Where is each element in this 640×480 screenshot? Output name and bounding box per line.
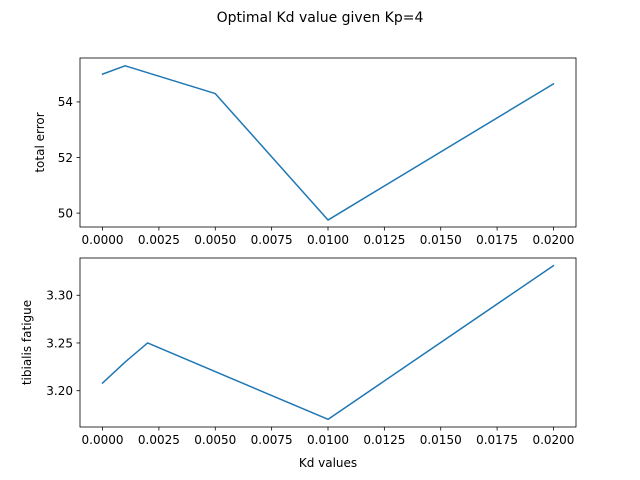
x-tick-label: 0.0025 [138,233,180,247]
subplots: 0.0000 0.0025 0.0050 0.0075 0.0100 0.0125 0.01… [20,57,577,470]
y-tick-label: 3.20 [46,384,73,398]
y-tick-label: 50 [58,206,73,220]
y-axis-label: tibialis fatigue [20,300,34,385]
x-tick-label: 0.0150 [420,233,462,247]
figure-suptitle: Optimal Kd value given Kp=4 [217,10,424,26]
x-axis-label: Kd values [299,456,357,470]
x-tick-label: 0.0050 [194,233,236,247]
y-axis-label: total error [33,112,47,172]
x-tick-label: 0.0125 [363,233,405,247]
x-tick-label: 0.0125 [363,433,405,447]
x-tick-label: 0.0200 [532,233,574,247]
x-tick-label: 0.0000 [82,433,124,447]
x-tick-label: 0.0000 [82,233,124,247]
series-line-0 [101,264,555,421]
x-tick-label: 0.0175 [476,433,518,447]
x-tick-label: 0.0050 [194,433,236,447]
x-tick-label: 0.0100 [307,233,349,247]
y-tick-label: 3.25 [46,336,73,350]
x-tick-label: 0.0100 [307,433,349,447]
y-tick-label: 3.30 [46,289,73,303]
x-tick-label: 0.0200 [532,433,574,447]
subplot-tibialis-fatigue: 0.0000 0.0025 0.0050 0.0075 0.0100 0.0125 0.01… [20,257,577,470]
x-tick-label: 0.0175 [476,233,518,247]
series-line-0 [101,65,555,221]
y-tick-label: 52 [58,151,73,165]
x-tick-label: 0.0075 [251,433,293,447]
subplot-total-error: 0.0000 0.0025 0.0050 0.0075 0.0100 0.0125 0.01… [33,57,577,247]
y-tick-label: 54 [58,95,73,109]
x-tick-label: 0.0150 [420,433,462,447]
x-tick-label: 0.0075 [251,233,293,247]
x-tick-label: 0.0025 [138,433,180,447]
